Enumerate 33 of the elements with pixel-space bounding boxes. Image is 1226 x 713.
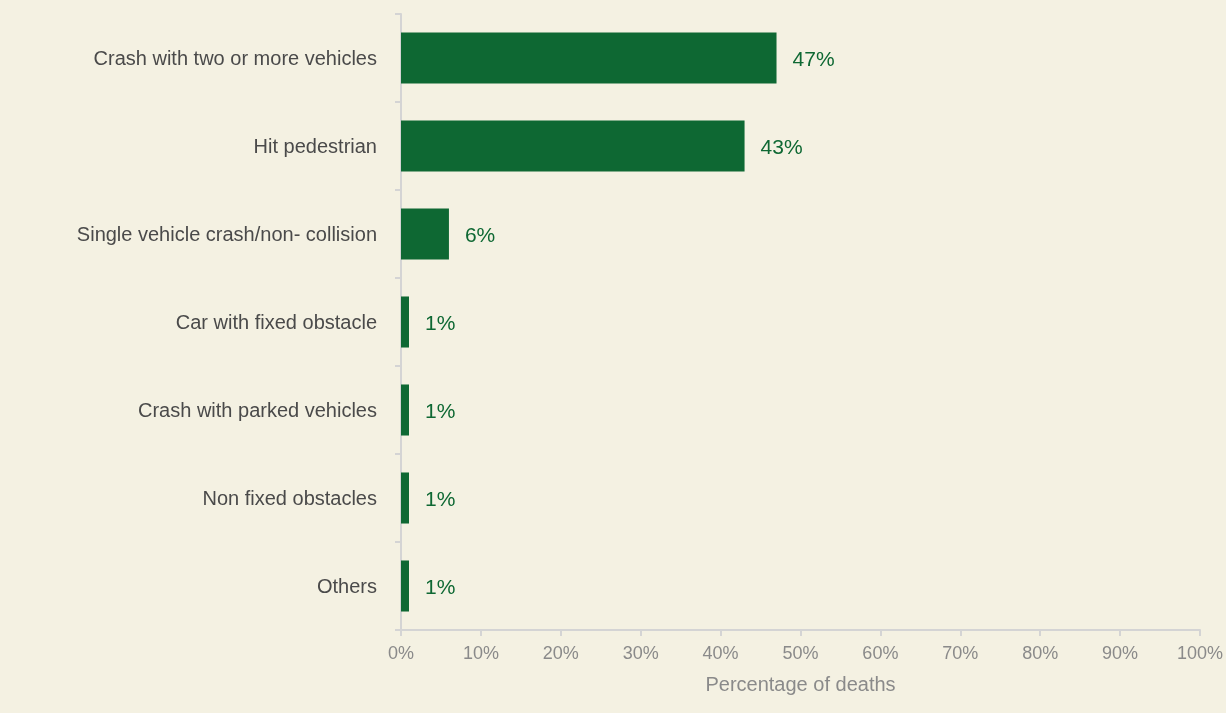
bar <box>401 208 449 260</box>
x-tick-label: 10% <box>462 643 499 663</box>
x-tick-label: 70% <box>942 643 979 663</box>
data-label: 6% <box>464 222 496 246</box>
x-axis-title: Percentage of deaths <box>705 673 896 695</box>
y-tick-label: Non fixed obstacles <box>202 487 377 509</box>
y-tick-label: Hit pedestrian <box>253 135 377 157</box>
bar <box>401 296 409 348</box>
x-tick-label: 40% <box>702 643 739 663</box>
x-tick-label: 50% <box>782 643 819 663</box>
bar <box>401 560 409 612</box>
x-tick-label: 90% <box>1102 643 1139 663</box>
y-tick-label: Single vehicle crash/non- collision <box>76 223 377 245</box>
bar <box>401 384 409 436</box>
y-tick-label: Car with fixed obstacle <box>175 311 377 333</box>
bar <box>401 472 409 524</box>
data-label: 1% <box>424 486 456 510</box>
data-label: 1% <box>424 574 456 598</box>
bar <box>401 120 745 172</box>
x-tick-label: 100% <box>1176 643 1223 663</box>
y-tick-label: Crash with two or more vehicles <box>93 47 377 69</box>
data-label: 43% <box>760 134 803 158</box>
x-tick-label: 0% <box>387 643 415 663</box>
x-tick-label: 60% <box>862 643 899 663</box>
y-tick-label: Crash with parked vehicles <box>138 399 377 421</box>
data-label: 1% <box>424 398 456 422</box>
data-label: 47% <box>792 46 835 70</box>
bar <box>401 32 777 84</box>
x-tick-label: 80% <box>1022 643 1059 663</box>
x-tick-label: 20% <box>542 643 579 663</box>
y-tick-label: Others <box>316 575 377 597</box>
data-label: 1% <box>424 310 456 334</box>
x-tick-label: 30% <box>622 643 659 663</box>
